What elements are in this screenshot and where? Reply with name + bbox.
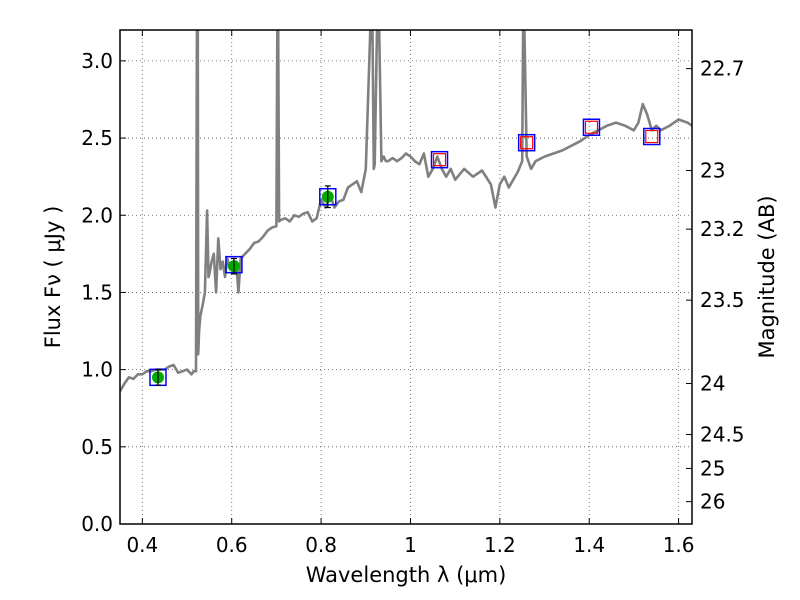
x-tick-label: 1.4: [573, 533, 605, 557]
x-tick-label: 0.4: [126, 533, 158, 557]
model-band-point: [520, 136, 534, 150]
y-axis-label: Flux Fν ( μJy ): [41, 206, 65, 349]
x-tick-label: 1.6: [663, 533, 695, 557]
x-tick-label: 1.2: [484, 533, 516, 557]
right-tick-label: 24: [700, 372, 725, 396]
right-tick-label: 25: [700, 456, 725, 480]
band-box: [643, 127, 661, 146]
y-tick-label: 0.0: [81, 512, 113, 536]
x-axis-label: Wavelength λ (μm): [306, 563, 507, 587]
plot-frame: [119, 29, 693, 525]
photometry-points: [149, 118, 661, 387]
y-tick-label: 0.5: [81, 435, 113, 459]
band-box: [582, 118, 601, 137]
model-band-point: [584, 120, 599, 134]
spectrum-line: [120, 30, 692, 392]
y-tick-label: 3.0: [81, 49, 113, 73]
x-tick-label: 1: [404, 533, 417, 557]
band-box: [517, 133, 536, 152]
axis-ticks: 0.4 0.6 0.8 1 1.2 1.4 1.6 0.0 0.5 1.0 1.5 2.0 2.5 3.0…: [81, 30, 745, 557]
right-tick-label: 23.2: [700, 217, 745, 241]
model-band-point: [432, 153, 447, 167]
x-tick-label: 0.6: [216, 533, 248, 557]
y-tick-label: 2.0: [81, 203, 113, 227]
model-spectrum: [120, 30, 692, 392]
y-tick-label: 2.5: [81, 126, 113, 150]
right-axis-label: Magnitude (AB): [755, 195, 779, 358]
y-tick-label: 1.5: [81, 280, 113, 304]
right-tick-label: 22.7: [700, 57, 745, 81]
y-tick-label: 1.0: [81, 358, 113, 382]
band-box: [430, 150, 449, 169]
x-tick-label: 0.8: [305, 533, 337, 557]
right-tick-label: 23.5: [700, 288, 745, 312]
right-tick-label: 26: [700, 490, 725, 514]
right-tick-label: 23: [700, 158, 725, 182]
model-band-point: [645, 129, 659, 144]
right-tick-label: 24.5: [700, 422, 745, 446]
